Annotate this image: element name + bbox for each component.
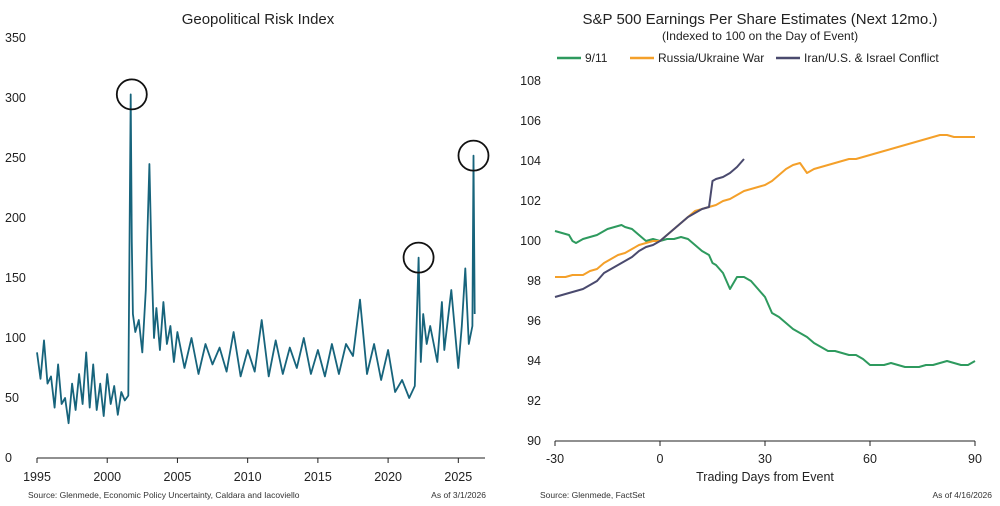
- gpr-y-tick-label: 50: [5, 391, 19, 405]
- highlight-circle: [115, 78, 148, 111]
- eps-y-tick-label: 92: [527, 394, 541, 408]
- gpr-annotations: [115, 78, 490, 274]
- eps-y-tick-label: 94: [527, 354, 541, 368]
- eps-x-tick-label: 30: [758, 452, 772, 466]
- highlight-circle: [457, 139, 490, 172]
- gpr-y-tick-label: 0: [5, 451, 12, 465]
- eps-x-tick-label: -30: [546, 452, 564, 466]
- eps-series-line-1: [554, 224, 976, 368]
- eps-legend: 9/11 Russia/Ukraine War Iran/U.S. & Israel…: [557, 51, 939, 65]
- eps-y-axis: 90 92 94 96 98 100 102 104 106 108: [520, 74, 541, 448]
- eps-x-tick-label: 60: [863, 452, 877, 466]
- eps-y-tick-label: 108: [520, 74, 541, 88]
- eps-y-tick-label: 102: [520, 194, 541, 208]
- eps-y-tick-label: 104: [520, 154, 541, 168]
- gpr-series: [36, 93, 476, 425]
- eps-y-tick-label: 96: [527, 314, 541, 328]
- eps-as-of: As of 4/16/2026: [932, 490, 992, 500]
- gpr-y-tick-label: 150: [5, 271, 26, 285]
- eps-y-tick-label: 100: [520, 234, 541, 248]
- eps-chart: S&P 500 Earnings Per Share Estimates (Ne…: [520, 11, 992, 500]
- eps-chart-subtitle: (Indexed to 100 on the Day of Event): [662, 29, 858, 43]
- gpr-x-tick-marks: [36, 458, 459, 463]
- gpr-x-tick-label: 1995: [23, 470, 51, 484]
- gpr-x-tick-label: 2000: [93, 470, 121, 484]
- eps-source: Source: Glenmede, FactSet: [540, 490, 646, 500]
- eps-y-tick-label: 98: [527, 274, 541, 288]
- gpr-y-tick-label: 350: [5, 31, 26, 45]
- eps-x-tick-marks: [554, 441, 976, 446]
- gpr-y-tick-label: 100: [5, 331, 26, 345]
- eps-series: [554, 134, 976, 368]
- eps-y-tick-label: 106: [520, 114, 541, 128]
- legend-label: Russia/Ukraine War: [658, 51, 764, 65]
- gpr-y-tick-label: 300: [5, 91, 26, 105]
- gpr-y-tick-label: 200: [5, 211, 26, 225]
- gpr-x-tick-label: 2025: [444, 470, 472, 484]
- legend-label: 9/11: [585, 51, 608, 65]
- legend-label: Iran/U.S. & Israel Conflict: [804, 51, 939, 65]
- gpr-y-axis: 0 50 100 150 200 250 300 350: [5, 31, 26, 465]
- eps-x-axis-title: Trading Days from Event: [696, 470, 834, 484]
- eps-x-tick-label: 90: [968, 452, 982, 466]
- gpr-x-tick-label: 2015: [304, 470, 332, 484]
- gpr-x-tick-label: 2020: [374, 470, 402, 484]
- gpr-x-tick-label: 2010: [234, 470, 262, 484]
- gpr-x-axis: 1995 2000 2005 2010 2015 2020 2025: [23, 470, 472, 484]
- eps-chart-title: S&P 500 Earnings Per Share Estimates (Ne…: [583, 11, 938, 28]
- eps-x-axis: -30 0 30 60 90: [546, 452, 982, 466]
- gpr-line: [36, 93, 476, 425]
- gpr-source: Source: Glenmede, Economic Policy Uncert…: [28, 490, 300, 500]
- eps-series-line-2: [555, 134, 975, 278]
- highlight-circle: [402, 241, 435, 274]
- gpr-as-of: As of 3/1/2026: [431, 490, 486, 500]
- gpr-chart-title: Geopolitical Risk Index: [182, 11, 335, 28]
- eps-series-line-3: [554, 158, 745, 298]
- gpr-chart: Geopolitical Risk Index 0 50 100 150 200 250 3…: [5, 11, 490, 500]
- eps-x-tick-label: 0: [657, 452, 664, 466]
- gpr-x-tick-label: 2005: [164, 470, 192, 484]
- eps-y-tick-label: 90: [527, 434, 541, 448]
- gpr-y-tick-label: 250: [5, 151, 26, 165]
